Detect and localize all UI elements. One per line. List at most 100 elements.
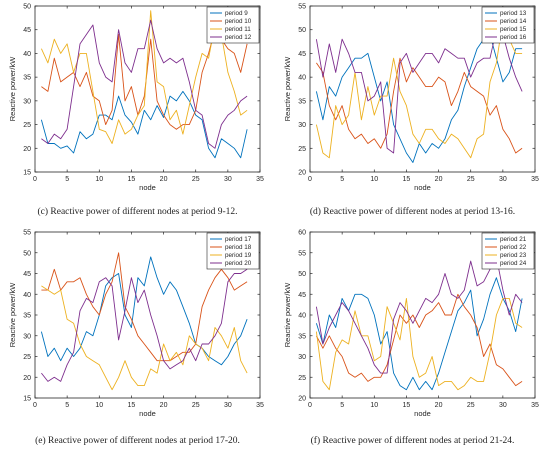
y-tick-label: 50 bbox=[298, 271, 306, 278]
y-tick-label: 40 bbox=[23, 292, 31, 299]
chart-caption-e: (e) Reactive power of different nodes at… bbox=[35, 436, 240, 446]
y-tick-label: 30 bbox=[23, 333, 31, 340]
line-chart-c: 0 5 10 15 20 25 30 35 15 20 25 30 35 40 45 50 node Reacti… bbox=[8, 4, 264, 193]
y-tick-label: 25 bbox=[23, 122, 31, 129]
series-line-4 bbox=[315, 256, 523, 374]
x-tick-label: 10 bbox=[95, 176, 103, 183]
y-axis-label: Reactive power/kW bbox=[8, 282, 17, 348]
x-tick-label: 25 bbox=[467, 402, 475, 409]
y-tick-label: 50 bbox=[23, 250, 31, 257]
y-axis-label: Reactive power/kW bbox=[8, 56, 17, 122]
x-tick-label: 5 bbox=[65, 176, 69, 183]
chart-panel-f: 0 5 10 15 20 25 30 35 20 25 30 35 40 45 50 55 60 node Reac… bbox=[275, 226, 550, 451]
x-tick-label: 0 bbox=[308, 176, 312, 183]
x-tick-label: 15 bbox=[403, 176, 411, 183]
y-tick-label: 25 bbox=[23, 354, 31, 361]
x-tick-label: 30 bbox=[224, 176, 232, 183]
y-tick-label: 40 bbox=[23, 51, 31, 58]
y-tick-label: 35 bbox=[298, 333, 306, 340]
y-tick-label: 35 bbox=[23, 75, 31, 82]
y-tick-label: 15 bbox=[23, 170, 31, 177]
chart-caption-d: (d) Reactive power of different nodes at… bbox=[309, 207, 516, 217]
x-tick-label: 10 bbox=[370, 176, 378, 183]
legend-label: period 10 bbox=[225, 18, 252, 25]
legend-label: period 19 bbox=[225, 252, 252, 259]
x-tick-label: 10 bbox=[95, 402, 103, 409]
x-tick-label: 0 bbox=[308, 402, 312, 409]
series-line-4 bbox=[41, 19, 248, 149]
line-chart-d: 0 5 10 15 20 25 30 35 20 25 30 35 40 45 50 55 node Reacti… bbox=[283, 4, 539, 193]
series-line-3 bbox=[315, 19, 523, 159]
y-tick-label: 60 bbox=[298, 230, 306, 237]
legend-label: period 22 bbox=[500, 244, 527, 251]
x-tick-label: 35 bbox=[256, 402, 264, 409]
series-line-4 bbox=[315, 29, 523, 154]
y-tick-label: 15 bbox=[23, 396, 31, 403]
y-axis-label: Reactive power/kW bbox=[283, 56, 292, 122]
x-tick-label: 30 bbox=[224, 402, 232, 409]
legend-label: period 21 bbox=[500, 236, 527, 243]
y-tick-label: 55 bbox=[23, 230, 31, 237]
y-tick-label: 30 bbox=[298, 354, 306, 361]
x-tick-label: 35 bbox=[531, 176, 539, 183]
series-line-1 bbox=[40, 256, 248, 366]
x-tick-label: 0 bbox=[33, 176, 37, 183]
x-axis-label: node bbox=[414, 409, 431, 418]
y-tick-label: 45 bbox=[23, 27, 31, 34]
legend-label: period 17 bbox=[225, 236, 252, 243]
y-tick-label: 35 bbox=[298, 98, 306, 105]
series-line-1 bbox=[315, 277, 523, 391]
series-line-2 bbox=[316, 57, 523, 154]
y-tick-label: 40 bbox=[298, 75, 306, 82]
chart-caption-c: (c) Reactive power of different nodes at… bbox=[37, 207, 238, 217]
x-tick-label: 20 bbox=[435, 402, 443, 409]
series-line-2 bbox=[316, 293, 523, 387]
y-tick-label: 40 bbox=[298, 313, 306, 320]
x-axis-label: node bbox=[139, 183, 156, 192]
legend-label: period 13 bbox=[500, 10, 527, 17]
x-tick-label: 30 bbox=[499, 176, 507, 183]
line-chart-e: 0 5 10 15 20 25 30 35 15 20 25 30 35 40 45 50 55 node Reac… bbox=[8, 230, 264, 419]
x-tick-label: 20 bbox=[435, 176, 443, 183]
legend-label: period 14 bbox=[500, 18, 527, 25]
y-tick-label: 45 bbox=[298, 51, 306, 58]
x-tick-label: 15 bbox=[128, 176, 136, 183]
y-tick-label: 30 bbox=[23, 98, 31, 105]
y-tick-label: 30 bbox=[298, 122, 306, 129]
x-tick-label: 5 bbox=[340, 176, 344, 183]
legend-label: period 16 bbox=[500, 34, 527, 41]
x-tick-label: 10 bbox=[370, 402, 378, 409]
series-line-2 bbox=[41, 252, 248, 362]
legend-label: period 12 bbox=[225, 34, 252, 41]
y-tick-label: 50 bbox=[23, 4, 31, 11]
y-tick-label: 25 bbox=[298, 146, 306, 153]
y-tick-label: 25 bbox=[298, 375, 306, 382]
y-axis-label: Reactive power/kW bbox=[283, 282, 292, 348]
x-axis-label: node bbox=[414, 183, 431, 192]
y-tick-label: 55 bbox=[298, 250, 306, 257]
x-tick-label: 20 bbox=[160, 176, 168, 183]
x-tick-label: 25 bbox=[192, 402, 200, 409]
y-tick-label: 35 bbox=[23, 313, 31, 320]
legend-label: period 9 bbox=[225, 10, 248, 17]
x-tick-label: 20 bbox=[160, 402, 168, 409]
x-axis-label: node bbox=[139, 409, 156, 418]
y-tick-label: 55 bbox=[298, 4, 306, 11]
chart-panel-c: 0 5 10 15 20 25 30 35 15 20 25 30 35 40 45 50 node Reacti… bbox=[0, 0, 275, 225]
x-tick-label: 0 bbox=[33, 402, 37, 409]
x-tick-label: 35 bbox=[256, 176, 264, 183]
x-tick-label: 5 bbox=[65, 402, 69, 409]
y-tick-label: 20 bbox=[23, 375, 31, 382]
y-tick-label: 50 bbox=[298, 27, 306, 34]
legend-label: period 24 bbox=[500, 260, 527, 267]
y-tick-label: 20 bbox=[298, 396, 306, 403]
x-tick-label: 25 bbox=[467, 176, 475, 183]
legend-label: period 15 bbox=[500, 26, 527, 33]
x-tick-label: 15 bbox=[403, 402, 411, 409]
series-line-3 bbox=[315, 297, 523, 391]
legend-label: period 18 bbox=[225, 244, 252, 251]
legend-label: period 11 bbox=[225, 26, 251, 33]
x-tick-label: 30 bbox=[499, 402, 507, 409]
series-line-4 bbox=[41, 268, 248, 382]
y-tick-label: 45 bbox=[23, 271, 31, 278]
